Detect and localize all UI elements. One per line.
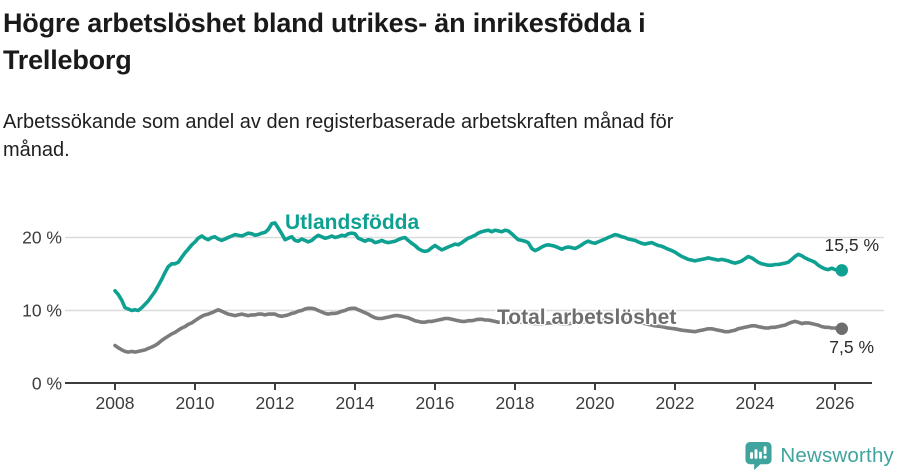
page-subtitle: Arbetssökande som andel av den registerb… [3, 108, 863, 164]
series-line-utlandsfodda [113, 221, 848, 313]
svg-text:2018: 2018 [496, 393, 535, 413]
end-value-label-total: 7,5 % [829, 337, 874, 357]
svg-text:2016: 2016 [416, 393, 455, 413]
svg-text:2008: 2008 [96, 393, 135, 413]
newsworthy-logo[interactable]: Newsworthy [744, 440, 894, 471]
svg-text:2022: 2022 [656, 393, 695, 413]
page-subtitle-line2: månad. [3, 139, 70, 161]
svg-text:10 %: 10 % [22, 301, 62, 321]
end-value-label-utlandsfodda: 15,5 % [824, 235, 879, 255]
series-label-utlandsfodda: Utlandsfödda [285, 211, 420, 234]
svg-text:2010: 2010 [176, 393, 215, 413]
page-title-line1: Högre arbetslöshet bland utrikes- än inr… [3, 8, 646, 38]
end-dot-utlandsfodda [835, 264, 848, 277]
x-axis-labels: 2008 2010 2012 2014 2016 2018 2020 2022 2024 2026 [96, 393, 855, 413]
x-axis [65, 382, 872, 390]
svg-text:20 %: 20 % [22, 228, 62, 248]
svg-text:2026: 2026 [816, 393, 855, 413]
page-title-line2: Trelleborg [3, 45, 132, 75]
page-title: Högre arbetslöshet bland utrikes- än inr… [3, 5, 833, 79]
y-axis-labels: 0 % 10 % 20 % [22, 228, 62, 394]
svg-text:0 %: 0 % [32, 374, 62, 394]
newsworthy-icon [745, 441, 772, 470]
svg-text:2012: 2012 [256, 393, 295, 413]
svg-text:2020: 2020 [576, 393, 615, 413]
svg-text:2024: 2024 [736, 393, 775, 413]
series-line-total [113, 306, 848, 354]
page-subtitle-line1: Arbetssökande som andel av den registerb… [3, 111, 674, 133]
end-dot-total [835, 322, 848, 335]
series-label-total-arbetsloshet: Total arbetslöshet [497, 306, 677, 329]
newsworthy-logo-text: Newsworthy [780, 443, 894, 467]
svg-text:2014: 2014 [336, 393, 375, 413]
